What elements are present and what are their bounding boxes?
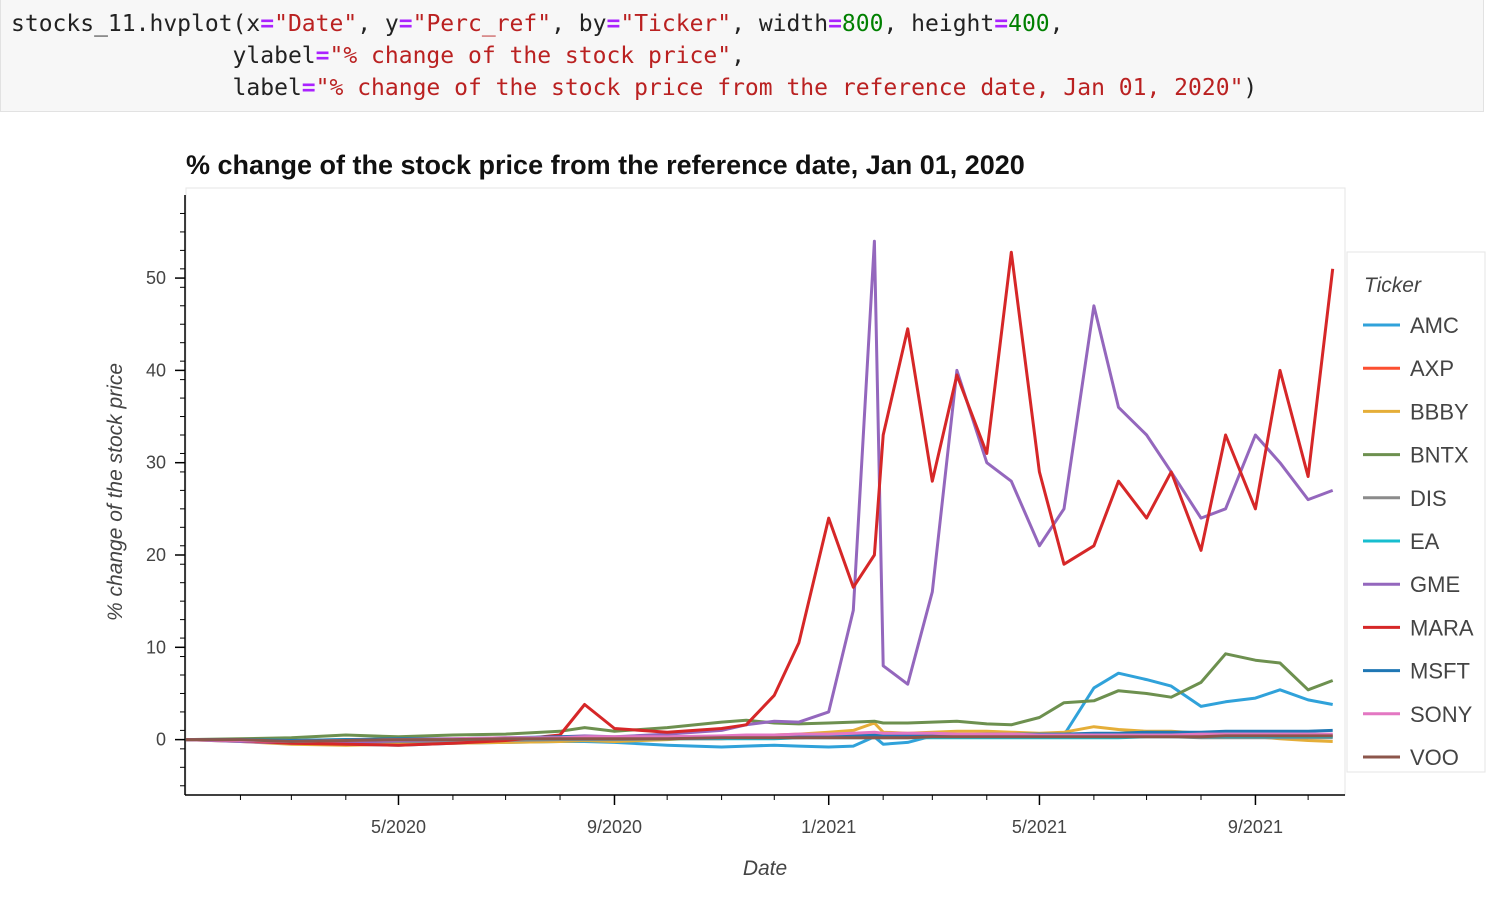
- code-token: , y: [357, 11, 399, 37]
- x-tick-label-9-2020: 9/2020: [587, 817, 642, 837]
- legend-label-msft[interactable]: MSFT: [1410, 659, 1470, 684]
- x-ticks: 5/2020 9/2020 1/2021 5/2021 9/2021: [239, 795, 1309, 837]
- y-ticks: 0 10 20 30 40 50: [146, 212, 185, 787]
- y-axis-label: % change of the stock price: [104, 363, 127, 621]
- code-string: "Perc_ref": [412, 11, 552, 37]
- code-operator: =: [994, 11, 1009, 37]
- legend-title: Ticker: [1364, 274, 1422, 297]
- code-line-2: ylabel="% change of the stock price",: [11, 40, 745, 72]
- y-tick-label-20: 20: [146, 545, 166, 565]
- x-tick-label-5-2021: 5/2021: [1012, 817, 1067, 837]
- legend-label-gme[interactable]: GME: [1410, 572, 1460, 597]
- line-chart[interactable]: % change of the stock price from the ref…: [0, 112, 1486, 898]
- code-operator: =: [301, 75, 316, 101]
- code-operator: =: [828, 11, 842, 37]
- series-line-bntx[interactable]: [185, 652, 1334, 742]
- y-tick-label-0: 0: [156, 730, 166, 750]
- code-number: 800: [841, 11, 884, 37]
- y-tick-label-30: 30: [146, 453, 166, 473]
- legend-label-axp[interactable]: AXP: [1410, 356, 1454, 381]
- code-token: label: [11, 75, 302, 101]
- legend-box: [1346, 251, 1486, 773]
- legend-label-voo[interactable]: VOO: [1410, 745, 1459, 770]
- series-line-voo[interactable]: [186, 734, 1333, 743]
- legend-label-amc[interactable]: AMC: [1410, 313, 1459, 338]
- legend-label-dis[interactable]: DIS: [1410, 486, 1447, 511]
- code-string: "Ticker": [620, 11, 732, 37]
- code-operator: =: [315, 43, 330, 69]
- legend-items: AMC AXP BBBY BNTX DIS EA GME MARA MSFT SONY VOO: [1363, 313, 1474, 770]
- code-string: "% change of the stock price": [329, 43, 732, 69]
- code-token: , width: [731, 11, 829, 37]
- series-line-mara[interactable]: [185, 250, 1335, 747]
- code-cell[interactable]: stocks_11.hvplot(x="Date", y="Perc_ref",…: [0, 0, 1484, 112]
- chart-title: % change of the stock price from the ref…: [186, 150, 1025, 180]
- x-tick-label-9-2021: 9/2021: [1228, 817, 1283, 837]
- series-layer: [185, 239, 1335, 749]
- code-token: ): [1243, 75, 1258, 101]
- y-tick-label-50: 50: [146, 268, 166, 288]
- code-number: 400: [1008, 11, 1050, 37]
- legend-label-mara[interactable]: MARA: [1410, 615, 1474, 640]
- code-token: ,: [1049, 11, 1064, 37]
- legend-label-sony[interactable]: SONY: [1410, 702, 1473, 727]
- code-line-3: label="% change of the stock price from …: [11, 72, 1258, 104]
- code-operator: =: [398, 11, 413, 37]
- x-tick-label-5-2020: 5/2020: [371, 817, 426, 837]
- code-token: ,: [731, 43, 745, 69]
- x-tick-label-1-2021: 1/2021: [801, 817, 856, 837]
- x-axis-label: Date: [743, 857, 787, 880]
- code-token: , by: [551, 11, 607, 37]
- y-tick-label-10: 10: [146, 637, 166, 657]
- legend-label-bbby[interactable]: BBBY: [1410, 399, 1469, 424]
- legend-label-bntx[interactable]: BNTX: [1410, 443, 1469, 468]
- code-token: ylabel: [11, 43, 316, 69]
- code-token: , height: [883, 11, 995, 37]
- code-operator: =: [260, 11, 275, 37]
- legend-label-ea[interactable]: EA: [1410, 529, 1440, 554]
- code-operator: =: [606, 11, 621, 37]
- code-string: "% change of the stock price from the re…: [315, 75, 1244, 101]
- code-line-1: stocks_11.hvplot(x="Date", y="Perc_ref",…: [11, 8, 1064, 40]
- y-tick-label-40: 40: [146, 360, 166, 380]
- code-token: stocks_11.hvplot(x: [11, 11, 261, 37]
- code-string: "Date": [274, 11, 358, 37]
